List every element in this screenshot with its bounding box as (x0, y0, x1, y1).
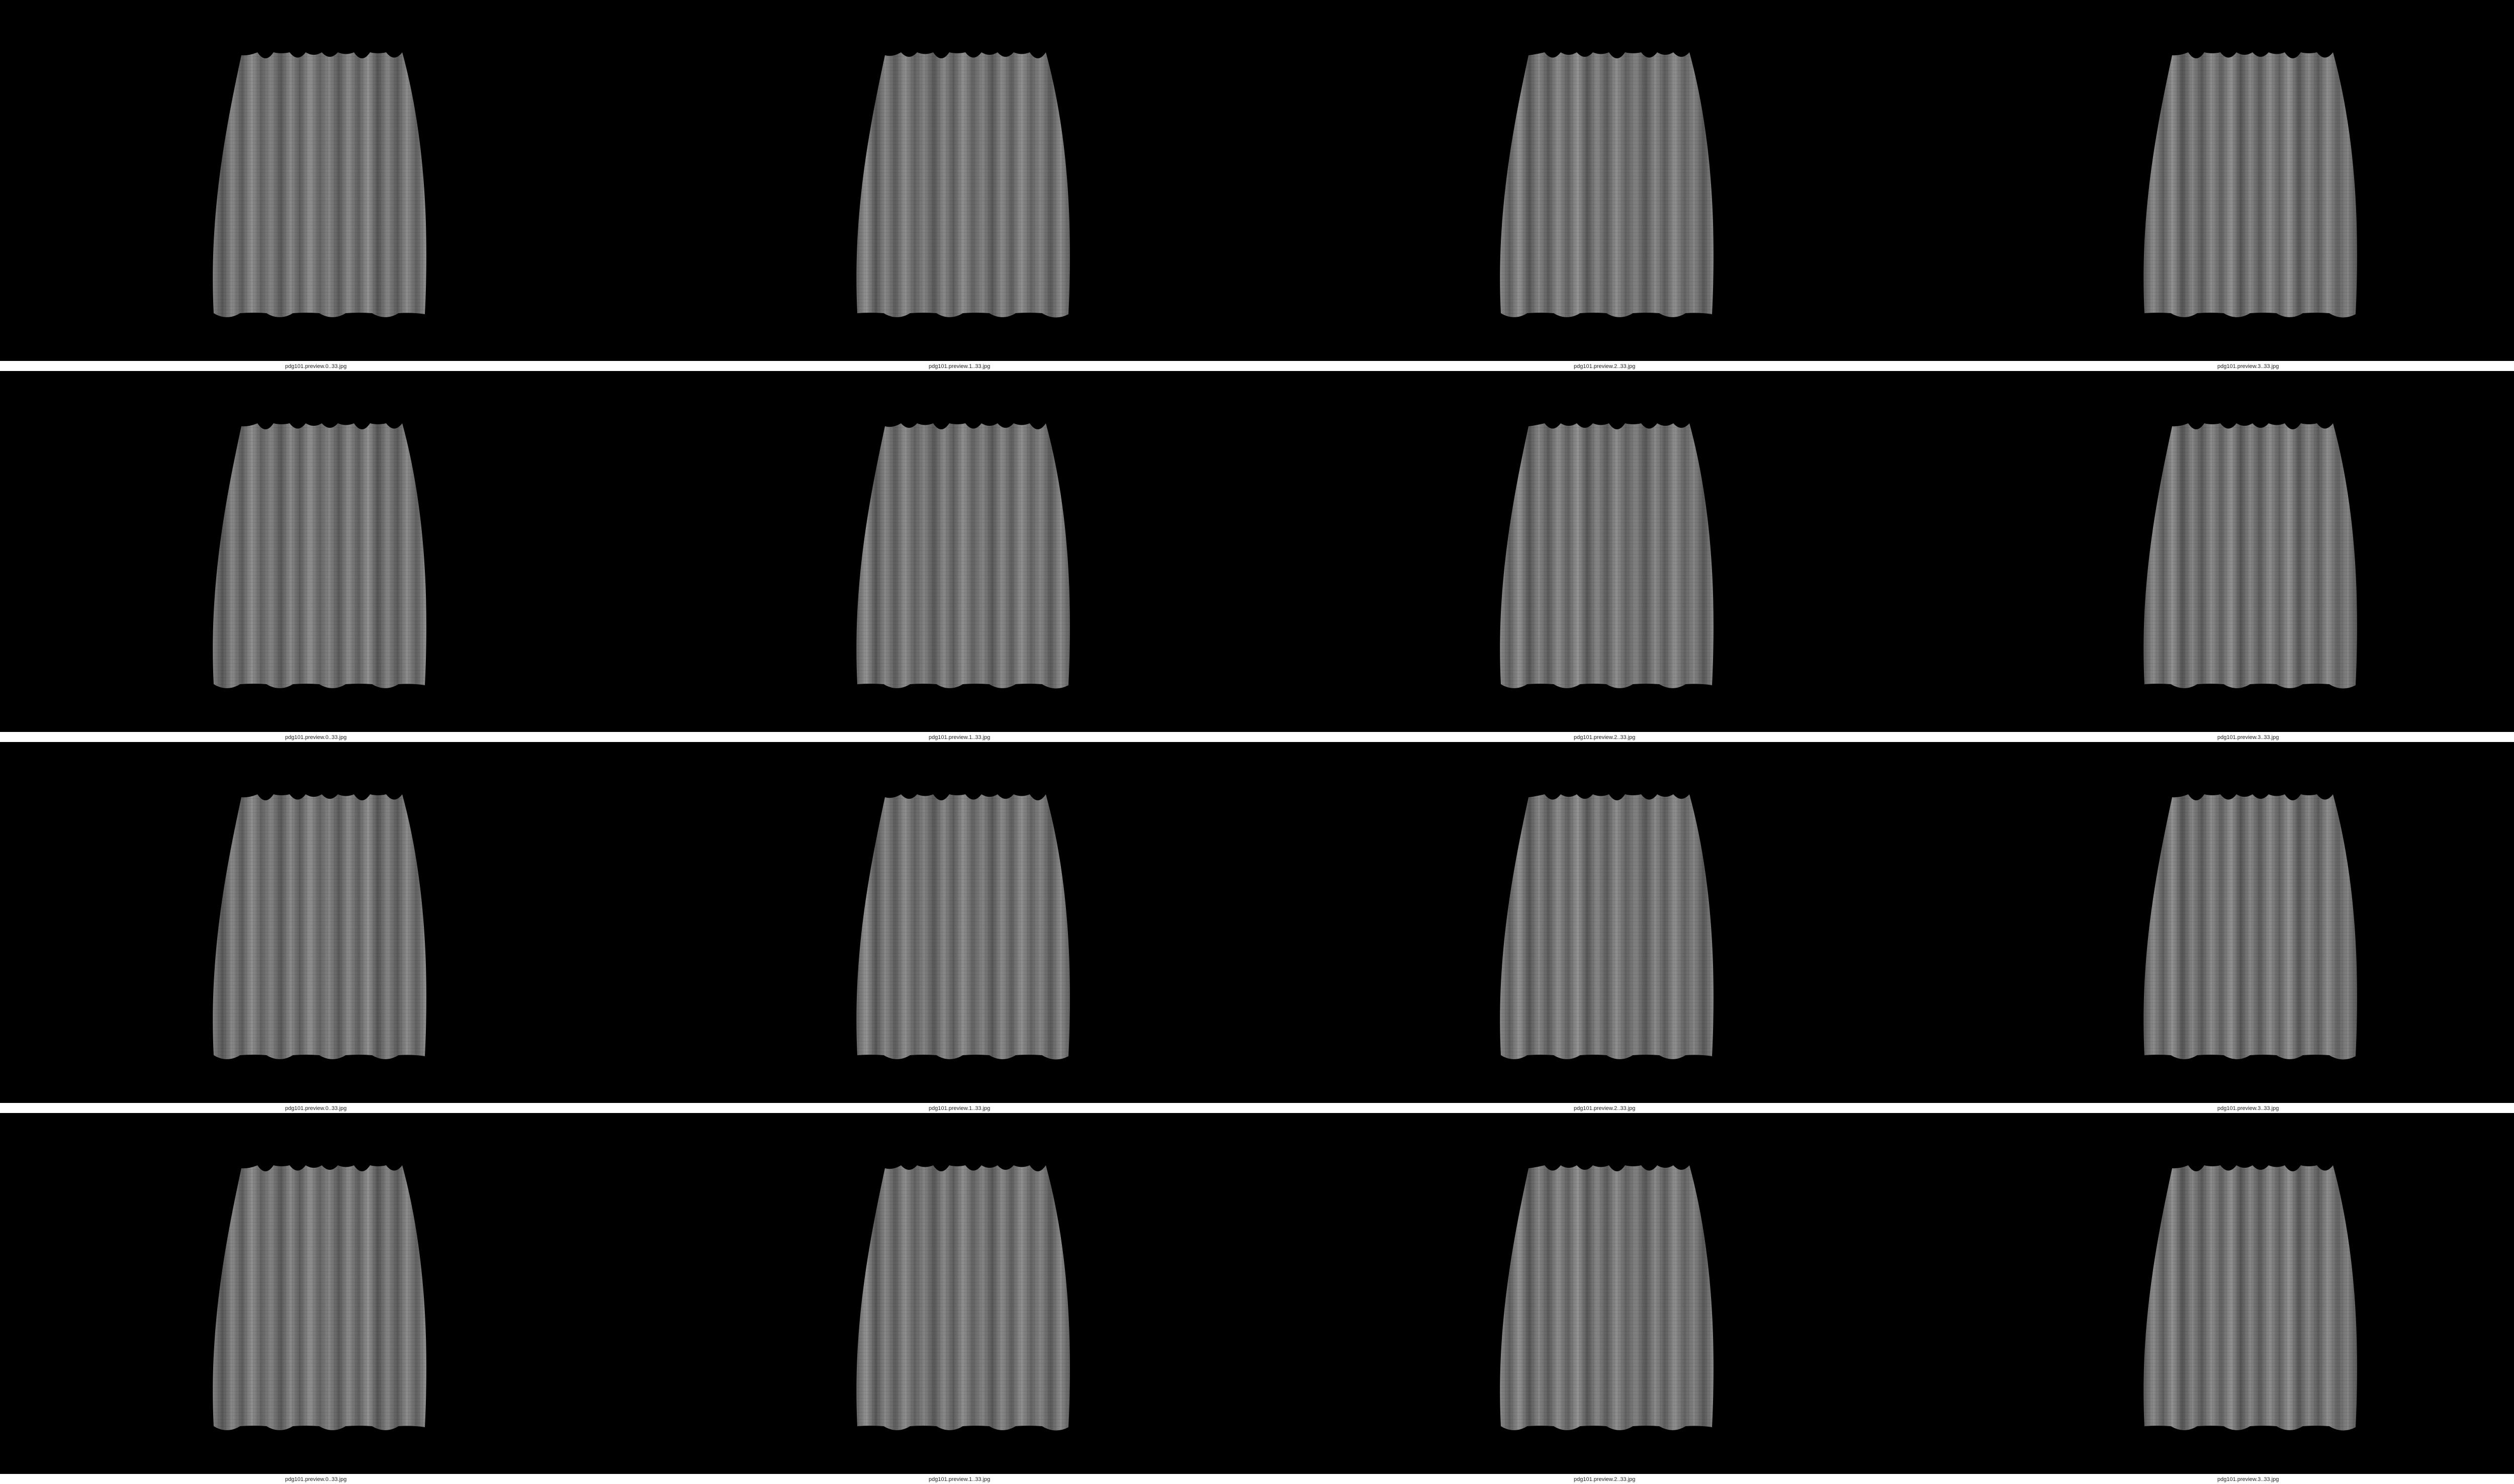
cloth-render (0, 371, 644, 732)
cloth-wireframe (2143, 52, 2357, 318)
cloth-wireframe (856, 1165, 1070, 1431)
render-viewport (1931, 1113, 2514, 1474)
tile-caption: pdg101.preview.1..33.jpg (644, 734, 1287, 741)
tile-caption: pdg101.preview.3..33.jpg (1931, 1105, 2514, 1112)
cloth-render (1287, 0, 1931, 361)
tile-caption: pdg101.preview.0..33.jpg (0, 363, 644, 370)
preview-tile[interactable]: pdg101.preview.0..33.jpg (0, 742, 644, 1113)
cloth-render (0, 0, 644, 361)
tile-caption: pdg101.preview.0..33.jpg (0, 1105, 644, 1112)
cloth-wireframe (856, 423, 1070, 689)
render-viewport (0, 742, 644, 1103)
cloth-wireframe (213, 1165, 426, 1430)
tile-caption: pdg101.preview.2..33.jpg (1287, 734, 1931, 741)
tile-caption: pdg101.preview.0..33.jpg (0, 1476, 644, 1483)
render-viewport (0, 1113, 644, 1474)
cloth-render (1931, 1113, 2514, 1474)
preview-tile[interactable]: pdg101.preview.1..33.jpg (644, 0, 1287, 371)
tile-caption: pdg101.preview.1..33.jpg (644, 363, 1287, 370)
preview-tile[interactable]: pdg101.preview.1..33.jpg (644, 1113, 1287, 1484)
sheet-row: pdg101.preview.0..33.jpg pdg101.preview.1… (0, 0, 2514, 371)
cloth-wireframe (856, 794, 1070, 1060)
preview-tile[interactable]: pdg101.preview.2..33.jpg (1287, 742, 1931, 1113)
cloth-wireframe (1500, 1165, 1714, 1430)
cloth-render (644, 742, 1287, 1103)
render-viewport (644, 742, 1287, 1103)
tile-caption: pdg101.preview.2..33.jpg (1287, 363, 1931, 370)
preview-tile[interactable]: pdg101.preview.2..33.jpg (1287, 0, 1931, 371)
tile-caption: pdg101.preview.3..33.jpg (1931, 363, 2514, 370)
cloth-wireframe (213, 52, 426, 317)
render-viewport (644, 371, 1287, 732)
cloth-wireframe (213, 423, 426, 688)
preview-tile[interactable]: pdg101.preview.3..33.jpg (1931, 1113, 2514, 1484)
preview-tile[interactable]: pdg101.preview.2..33.jpg (1287, 1113, 1931, 1484)
cloth-wireframe (856, 52, 1070, 318)
render-viewport (1931, 371, 2514, 732)
preview-tile[interactable]: pdg101.preview.1..33.jpg (644, 742, 1287, 1113)
preview-tile[interactable]: pdg101.preview.0..33.jpg (0, 371, 644, 742)
preview-tile[interactable]: pdg101.preview.2..33.jpg (1287, 371, 1931, 742)
render-viewport (0, 371, 644, 732)
cloth-wireframe (1500, 423, 1714, 688)
sheet-row: pdg101.preview.0..33.jpg pdg101.preview.1… (0, 371, 2514, 742)
preview-tile[interactable]: pdg101.preview.0..33.jpg (0, 1113, 644, 1484)
render-viewport (644, 1113, 1287, 1474)
cloth-render (644, 0, 1287, 361)
preview-tile[interactable]: pdg101.preview.3..33.jpg (1931, 371, 2514, 742)
cloth-render (1287, 371, 1931, 732)
cloth-render (1287, 742, 1931, 1103)
cloth-render (1287, 1113, 1931, 1474)
sheet-row: pdg101.preview.0..33.jpg pdg101.preview.1… (0, 742, 2514, 1113)
tile-caption: pdg101.preview.2..33.jpg (1287, 1476, 1931, 1483)
cloth-render (644, 1113, 1287, 1474)
preview-tile[interactable]: pdg101.preview.0..33.jpg (0, 0, 644, 371)
cloth-wireframe (1500, 794, 1714, 1059)
render-viewport (1931, 0, 2514, 361)
render-viewport (1931, 742, 2514, 1103)
cloth-render (1931, 371, 2514, 732)
render-viewport (1287, 1113, 1931, 1474)
cloth-wireframe (2143, 423, 2357, 689)
tile-caption: pdg101.preview.3..33.jpg (1931, 734, 2514, 741)
cloth-render (1931, 0, 2514, 361)
preview-tile[interactable]: pdg101.preview.3..33.jpg (1931, 742, 2514, 1113)
render-viewport (1287, 0, 1931, 361)
cloth-render (0, 742, 644, 1103)
preview-tile[interactable]: pdg101.preview.3..33.jpg (1931, 0, 2514, 371)
cloth-render (1931, 742, 2514, 1103)
tile-caption: pdg101.preview.3..33.jpg (1931, 1476, 2514, 1483)
sheet-row: pdg101.preview.0..33.jpg pdg101.preview.1… (0, 1113, 2514, 1484)
tile-caption: pdg101.preview.2..33.jpg (1287, 1105, 1931, 1112)
cloth-render (644, 371, 1287, 732)
tile-caption: pdg101.preview.1..33.jpg (644, 1476, 1287, 1483)
render-viewport (1287, 371, 1931, 732)
render-viewport (644, 0, 1287, 361)
cloth-wireframe (213, 794, 426, 1059)
cloth-wireframe (2143, 1165, 2357, 1431)
tile-caption: pdg101.preview.1..33.jpg (644, 1105, 1287, 1112)
tile-caption: pdg101.preview.0..33.jpg (0, 734, 644, 741)
render-viewport (1287, 742, 1931, 1103)
render-viewport (0, 0, 644, 361)
cloth-wireframe (1500, 52, 1714, 317)
cloth-render (0, 1113, 644, 1474)
cloth-wireframe (2143, 794, 2357, 1060)
preview-tile[interactable]: pdg101.preview.1..33.jpg (644, 371, 1287, 742)
